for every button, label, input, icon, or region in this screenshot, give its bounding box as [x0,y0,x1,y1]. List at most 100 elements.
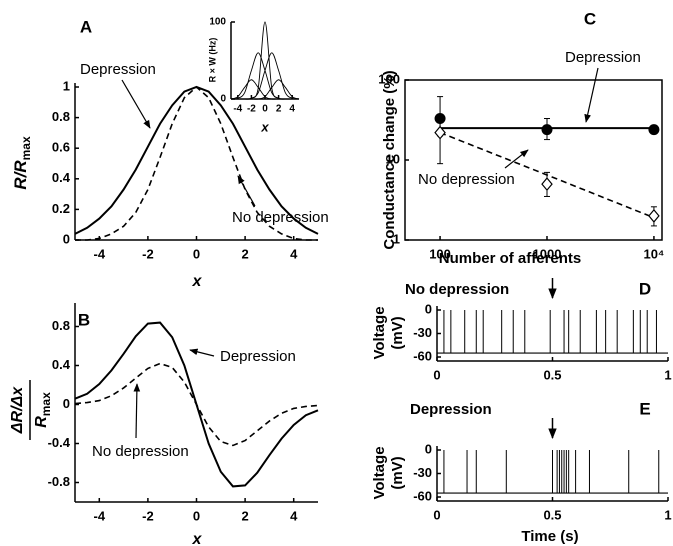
curve [75,85,318,241]
x-axis-label: x [192,531,203,546]
x-tick-label: -4 [94,246,106,261]
y-tick-label: 0.4 [52,357,71,372]
marker [541,177,553,192]
y-axis-label-sub: max [39,392,53,416]
annotation-arrow [504,149,529,169]
annotation: No depression [418,171,515,188]
annotation-arrow [133,383,141,439]
plot-frame [404,79,663,241]
x-axis-label: Time (s) [521,528,578,545]
marker [434,125,446,140]
x-tick-label: 4 [290,508,298,523]
y-axis-label-numerator: ΔR/Δx [9,386,26,434]
y-tick-label: -0.8 [48,474,70,489]
annotation-arrow [121,79,151,129]
y-axis-label: Voltage [371,306,388,359]
x-tick-label: 0.5 [543,507,561,522]
x-tick-label: -4 [94,508,106,523]
y-axis-label: R × W (Hz) [207,38,217,83]
y-tick-label: 0.8 [52,109,70,124]
y-tick-label: -0.4 [48,435,71,450]
x-tick-label: 1 [664,367,671,382]
y-tick-label: 0.6 [52,140,70,155]
panel: -60 -30 0 0 0.5 1 E Depression Time (s) Voltage (m… [371,399,672,544]
x-tick-label: -2 [142,246,154,261]
panel: 00.20.40.60.81-4 -2 0 2 4AxR/RmaxDepressionN… [11,17,328,290]
marker [541,124,553,136]
curve [230,79,300,100]
x-tick-label: -4 [233,104,242,115]
panel-title: No depression [405,281,509,298]
annotation: No depression [92,443,189,460]
x-tick-label: 0 [193,508,200,523]
y-tick-label: 100 [378,71,400,86]
y-axis-label: Voltage [371,446,388,499]
panel: -60 -30 0 0 0.5 1 D No depression Voltage (mV) [371,278,672,382]
y-tick-label: -60 [413,488,432,503]
y-tick-label: 0.8 [52,318,70,333]
y-axis-label: Conductance change (%) [381,70,398,249]
marker [648,208,660,223]
y-axis-label: (mV) [389,456,406,489]
x-tick-label: 2 [276,104,282,115]
x-tick-label: 10⁴ [643,246,664,261]
x-tick-label: 0 [193,246,200,261]
x-tick-label: 0 [433,367,440,382]
panel-label: C [584,9,596,28]
panel-title: Depression [410,401,492,418]
x-axis-label: Number of afferents [439,250,582,267]
y-tick-label: 0.2 [52,201,70,216]
x-tick-label: 100 [429,246,451,261]
annotation-arrow [584,67,599,123]
y-tick-label: 0 [425,301,432,316]
panel-label: E [639,399,650,418]
annotation: Depression [220,348,296,365]
y-tick-label: 0 [63,231,70,246]
annotation: Depression [565,49,641,66]
y-axis-label-main: R [33,416,50,428]
x-tick-label: 1000 [533,246,562,261]
x-tick-label: 2 [241,246,248,261]
x-tick-label: 4 [289,104,295,115]
y-tick-label: -30 [413,325,432,340]
annotation-arrow [237,175,256,207]
y-axis-label-main: R/R [11,160,30,190]
y-tick-label: 0 [220,94,226,105]
x-tick-label: 0.5 [543,367,561,382]
y-axis-label: R/Rmax [11,136,33,190]
annotation: Depression [80,61,156,78]
annotation-arrow [189,348,215,357]
panel-label: D [639,279,651,298]
y-axis-label-denominator: Rmax [33,392,53,428]
y-axis-label-sub: max [19,136,33,160]
panel-label: A [80,17,92,36]
marker [434,113,446,125]
x-tick-label: 0 [262,104,268,115]
panel: -0.8 -0.4 0 0.4 0.8 -4 -2 0 2 4 Bx ΔR/Δx Rmax Depress… [9,303,319,546]
y-tick-label: 100 [209,17,226,28]
panel: 1 10 100 100 1000 10⁴ C Number of afferents Cond… [378,9,664,266]
curve [74,362,319,447]
y-tick-label: 0.4 [52,170,71,185]
x-axis-label: x [192,273,203,290]
y-tick-label: 10 [386,151,400,166]
panel-label: B [78,310,90,329]
x-tick-label: -2 [142,508,154,523]
annotation: No depression [232,209,329,226]
y-axis-label: (mV) [389,316,406,349]
y-tick-label: -30 [413,465,432,480]
x-tick-label: 0 [433,507,440,522]
y-tick-label: 0 [425,441,432,456]
curve [230,21,299,100]
x-tick-label: 1 [664,507,671,522]
y-tick-label: 1 [63,78,70,93]
y-tick-label: 0 [63,396,70,411]
y-tick-label: -60 [413,348,432,363]
x-axis-label: x [260,119,269,134]
x-tick-label: 2 [241,508,248,523]
x-tick-label: 4 [290,246,298,261]
x-tick-label: -2 [247,104,256,115]
